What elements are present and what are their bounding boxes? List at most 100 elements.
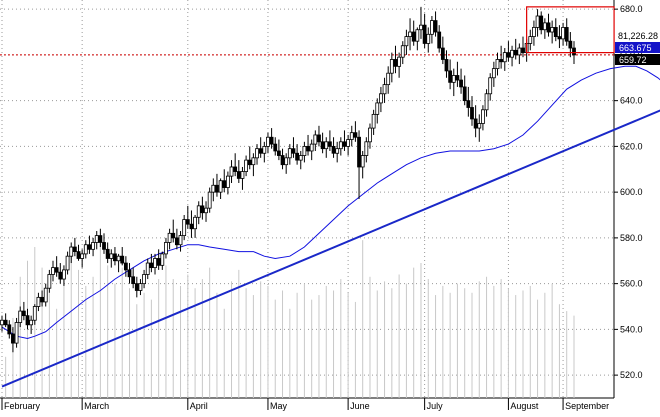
candle-body: [317, 134, 321, 143]
y-tick-label: 640.0: [620, 96, 643, 106]
candle: [568, 32, 573, 58]
candle: [236, 160, 241, 183]
candle: [495, 52, 500, 76]
candle: [145, 258, 150, 280]
candle-body: [368, 127, 372, 143]
candle-body: [280, 155, 285, 166]
candle: [229, 160, 234, 183]
candle: [513, 38, 518, 60]
candle-body: [185, 219, 190, 225]
candle-body: [91, 242, 95, 250]
candle-body: [69, 246, 74, 257]
candle: [247, 146, 252, 170]
candle-body: [451, 75, 456, 83]
candle-body: [561, 27, 565, 40]
candle-body: [568, 40, 573, 49]
candle: [375, 98, 380, 124]
candle-body: [462, 86, 467, 102]
candle-body: [459, 79, 463, 88]
volume-label: 81,226.28: [618, 31, 658, 41]
candle: [240, 166, 245, 190]
candle-body: [553, 27, 558, 37]
candle-body: [386, 72, 391, 86]
candle-body: [404, 36, 409, 47]
candle-body: [327, 141, 332, 147]
x-tick-label: June: [350, 401, 370, 411]
candle: [291, 137, 296, 158]
candle-body: [470, 107, 474, 120]
candle-body: [233, 166, 238, 172]
candle: [222, 169, 227, 193]
candle-body: [105, 248, 110, 259]
candle: [80, 249, 85, 268]
candle: [47, 269, 52, 293]
candle-body: [80, 253, 85, 259]
candle-body: [14, 322, 19, 344]
candle-body: [335, 148, 340, 154]
candle-body: [532, 27, 536, 37]
candle: [335, 141, 340, 163]
candle-body: [444, 59, 449, 72]
candle: [349, 125, 354, 147]
candle-body: [182, 219, 187, 236]
candle: [550, 20, 555, 44]
candle: [287, 144, 292, 165]
candle: [7, 320, 12, 339]
candle-body: [62, 269, 66, 280]
candle-body: [222, 180, 227, 188]
candle-body: [510, 49, 514, 58]
candle-body: [32, 306, 37, 321]
candle-body: [171, 232, 176, 239]
candle: [433, 11, 438, 37]
candle: [21, 301, 26, 321]
candle-body: [535, 15, 540, 28]
candle-body: [298, 155, 303, 161]
candle-body: [342, 141, 347, 147]
candle: [215, 173, 219, 197]
candle-body: [491, 68, 496, 79]
candle-body: [215, 184, 219, 193]
candle-body: [178, 235, 183, 246]
candle: [262, 141, 267, 163]
candle-body: [131, 276, 136, 285]
candle: [397, 52, 402, 78]
candle: [54, 256, 59, 277]
candle: [200, 196, 205, 220]
candle: [87, 235, 92, 254]
candle: [317, 125, 321, 147]
candle-body: [47, 274, 52, 289]
candle: [404, 29, 409, 55]
candle-body: [528, 36, 533, 44]
candle: [357, 130, 361, 199]
candle-body: [109, 253, 114, 259]
candle: [389, 52, 394, 83]
candle: [11, 327, 15, 353]
candle-body: [542, 22, 547, 31]
candle: [502, 48, 507, 71]
candle-body: [349, 132, 354, 140]
candle: [244, 155, 249, 177]
candle-body: [357, 136, 361, 168]
candle: [371, 109, 376, 135]
candle: [422, 13, 427, 49]
candle: [470, 96, 474, 126]
y-tick-label: 560.0: [620, 279, 643, 289]
candle: [437, 25, 442, 53]
candle-body: [506, 52, 511, 58]
candle: [400, 41, 405, 65]
candle-body: [437, 31, 442, 49]
support-trendline: [1, 109, 660, 388]
candle-body: [557, 36, 562, 40]
candle-body: [276, 150, 281, 156]
candle-body: [0, 319, 4, 326]
candle-body: [94, 235, 99, 243]
candle: [306, 134, 310, 156]
candle-body: [116, 255, 121, 262]
candle: [313, 130, 318, 151]
candle-body: [258, 148, 263, 154]
candle: [324, 137, 329, 158]
candle: [189, 210, 194, 238]
candle-body: [207, 191, 212, 209]
candle: [488, 73, 493, 101]
